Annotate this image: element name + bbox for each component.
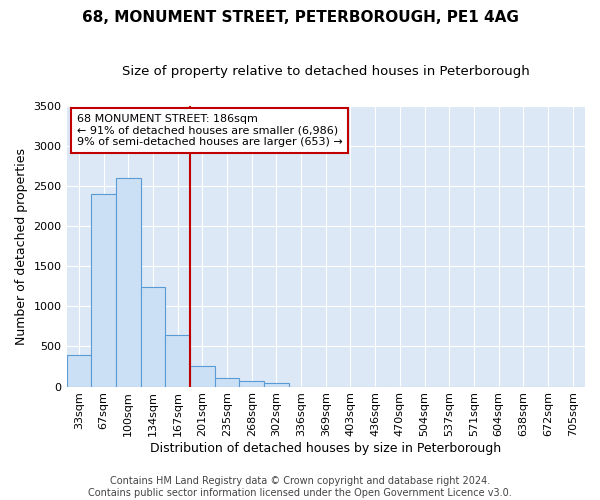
Y-axis label: Number of detached properties: Number of detached properties <box>15 148 28 344</box>
Text: 68, MONUMENT STREET, PETERBOROUGH, PE1 4AG: 68, MONUMENT STREET, PETERBOROUGH, PE1 4… <box>82 10 518 25</box>
Text: Contains HM Land Registry data © Crown copyright and database right 2024.
Contai: Contains HM Land Registry data © Crown c… <box>88 476 512 498</box>
X-axis label: Distribution of detached houses by size in Peterborough: Distribution of detached houses by size … <box>150 442 502 455</box>
Bar <box>264 382 289 386</box>
Text: 68 MONUMENT STREET: 186sqm
← 91% of detached houses are smaller (6,986)
9% of se: 68 MONUMENT STREET: 186sqm ← 91% of deta… <box>77 114 343 147</box>
Bar <box>165 335 190 386</box>
Bar <box>190 366 215 386</box>
Bar <box>239 382 264 386</box>
Bar <box>91 194 116 386</box>
Bar <box>116 178 140 386</box>
Title: Size of property relative to detached houses in Peterborough: Size of property relative to detached ho… <box>122 65 530 78</box>
Bar <box>67 356 91 386</box>
Bar <box>215 378 239 386</box>
Bar <box>140 287 165 386</box>
